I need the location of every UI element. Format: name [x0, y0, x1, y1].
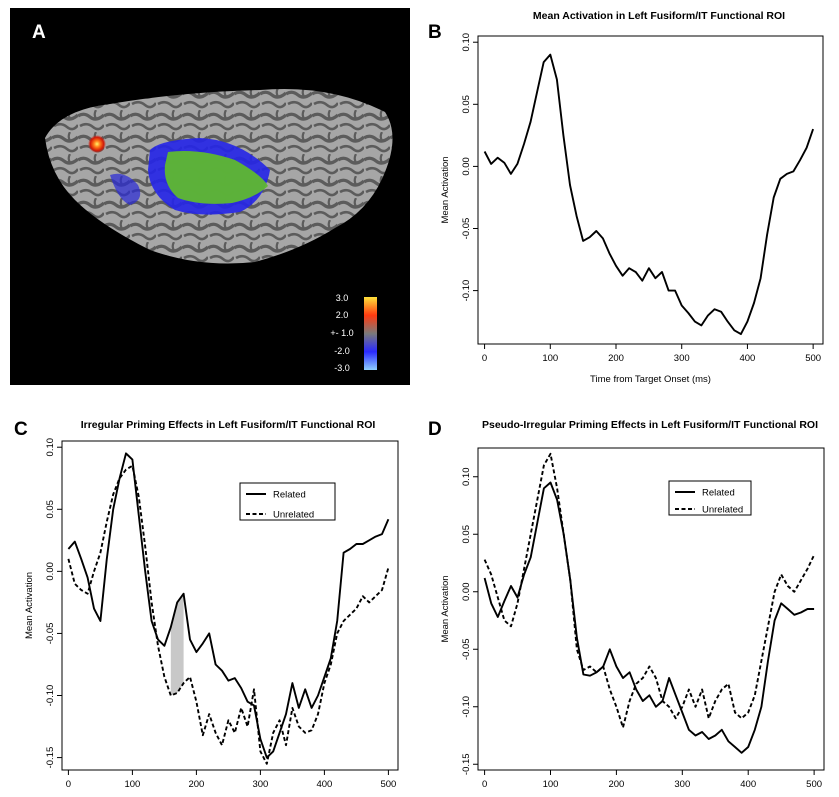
x-tick-label: 0	[482, 779, 487, 790]
chart-title: Mean Activation in Left Fusiform/IT Func…	[533, 10, 785, 22]
colorbar-labels: 3.0 2.0 +- 1.0 -2.0 -3.0	[330, 293, 353, 373]
colorbar-label: +- 1.0	[330, 328, 353, 338]
x-tick-label: 100	[543, 779, 559, 790]
panel-a: A 3.0 2.0 +- 1.0 -2.0 -3.0	[10, 8, 410, 385]
x-tick-label: 400	[739, 353, 755, 364]
chart-title: Irregular Priming Effects in Left Fusifo…	[81, 419, 376, 431]
x-tick-label: 400	[740, 779, 756, 790]
y-tick-label: -0.05	[45, 623, 56, 645]
y-tick-label: 0.00	[461, 157, 472, 176]
x-tick-label: 500	[805, 353, 821, 364]
x-tick-label: 300	[252, 779, 268, 790]
x-tick-label: 500	[806, 779, 822, 790]
colorbar-label: 2.0	[336, 310, 349, 320]
x-tick-label: 500	[380, 779, 396, 790]
y-tick-label: -0.15	[45, 747, 56, 769]
y-tick-label: -0.15	[461, 753, 472, 775]
plot-frame	[477, 35, 824, 345]
y-axis-label: Mean Activation	[440, 156, 451, 223]
y-tick-label: -0.10	[461, 280, 472, 302]
y-tick-label: 0.05	[45, 500, 56, 519]
x-tick-label: 0	[66, 779, 71, 790]
y-axis-label: Mean Activation	[24, 572, 35, 639]
chart-panel-c: Irregular Priming Effects in Left Fusifo…	[24, 419, 399, 790]
legend-label: Related	[702, 488, 735, 499]
series-line-unrelated	[67, 464, 390, 765]
y-tick-label: 0.05	[461, 95, 472, 114]
panel-letter-b: B	[428, 22, 442, 43]
panel-letter-d: D	[428, 419, 442, 440]
series-line-related	[483, 481, 815, 754]
x-tick-label: 300	[674, 779, 690, 790]
x-tick-label: 100	[542, 353, 558, 364]
x-tick-label: 400	[316, 779, 332, 790]
chart-title: Pseudo-Irregular Priming Effects in Left…	[482, 419, 818, 431]
y-tick-label: -0.10	[45, 685, 56, 707]
series-line-related	[67, 452, 390, 759]
y-tick-label: 0.10	[461, 468, 472, 487]
x-tick-label: 300	[674, 353, 690, 364]
y-tick-label: -0.05	[461, 218, 472, 240]
series-line-mean	[483, 53, 814, 336]
chart-panel-d: Pseudo-Irregular Priming Effects in Left…	[440, 419, 825, 790]
series-line-unrelated	[483, 452, 815, 729]
plot-frame	[477, 447, 825, 771]
y-axis-label: Mean Activation	[440, 575, 451, 642]
y-tick-label: 0.05	[461, 525, 472, 544]
shaded-difference-region	[170, 593, 184, 696]
colorbar-label: 3.0	[336, 293, 349, 303]
x-tick-label: 100	[124, 779, 140, 790]
panel-letter-a: A	[32, 22, 46, 43]
y-tick-label: -0.10	[461, 696, 472, 718]
colorbar-label: -3.0	[334, 363, 350, 373]
panel-letter-c: C	[14, 419, 28, 440]
x-tick-label: 200	[608, 353, 624, 364]
legend-label: Related	[273, 490, 306, 501]
colorbar	[364, 297, 377, 370]
y-tick-label: 0.10	[461, 33, 472, 52]
plot-frame	[61, 440, 399, 771]
y-tick-label: 0.00	[461, 583, 472, 602]
legend-label: Unrelated	[273, 510, 314, 521]
y-tick-label: 0.00	[45, 562, 56, 581]
green-roi-region	[164, 151, 268, 204]
legend-label: Unrelated	[702, 505, 743, 516]
x-axis-label: Time from Target Onset (ms)	[590, 374, 711, 385]
colorbar-label: -2.0	[334, 346, 350, 356]
y-tick-label: -0.05	[461, 638, 472, 660]
red-hotspot	[88, 135, 106, 153]
y-tick-label: 0.10	[45, 438, 56, 457]
x-tick-label: 200	[188, 779, 204, 790]
chart-panel-b: Mean Activation in Left Fusiform/IT Func…	[440, 10, 824, 385]
brain-surface	[45, 88, 393, 264]
x-tick-label: 0	[482, 353, 487, 364]
x-tick-label: 200	[608, 779, 624, 790]
